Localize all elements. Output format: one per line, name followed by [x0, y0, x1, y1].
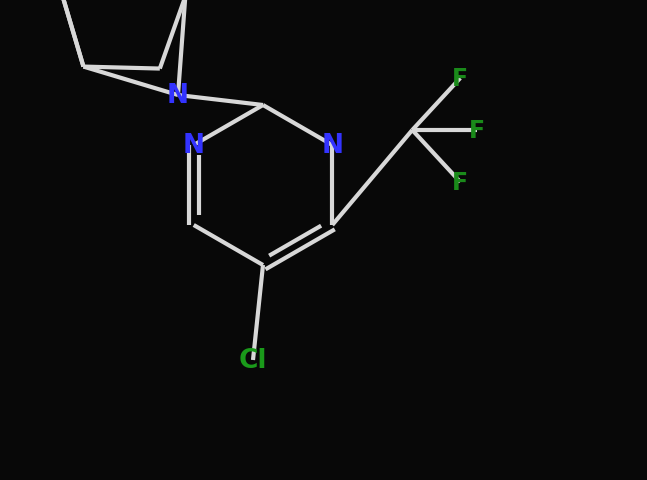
Text: Cl: Cl	[239, 347, 267, 373]
Text: F: F	[452, 171, 468, 194]
Text: F: F	[452, 67, 468, 91]
Text: N: N	[167, 83, 189, 109]
Text: N: N	[322, 133, 344, 159]
Text: N: N	[182, 133, 204, 159]
Text: F: F	[469, 119, 485, 143]
